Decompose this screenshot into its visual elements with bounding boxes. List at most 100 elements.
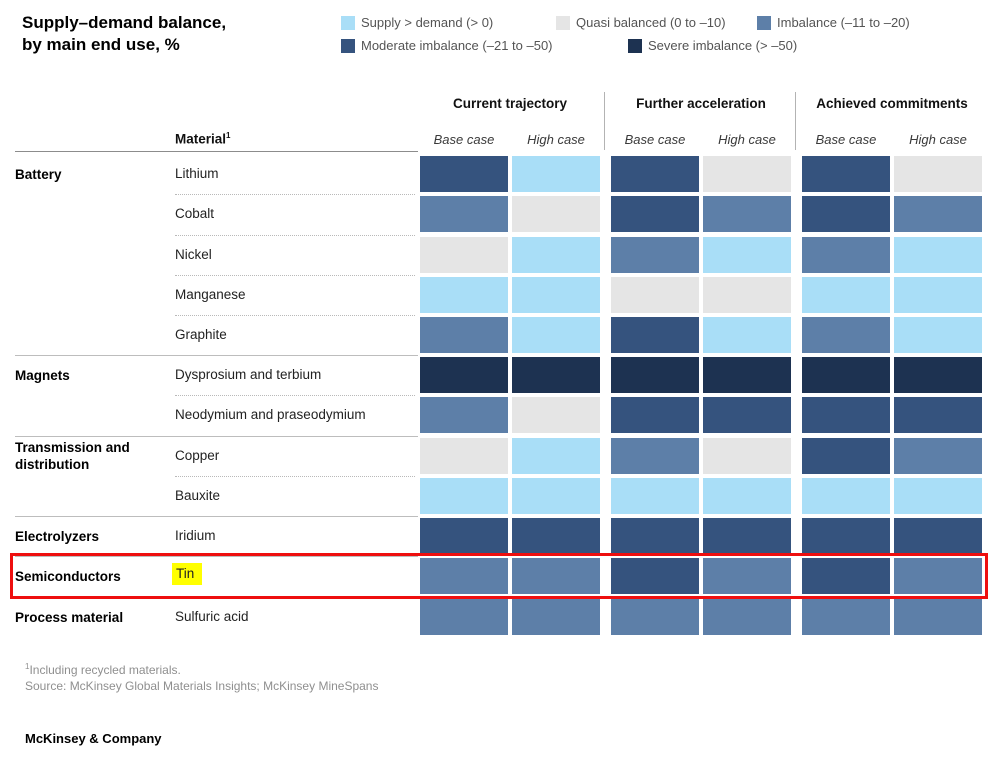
heatmap-cell-neodymium-and-praseodymium-1 (512, 397, 600, 433)
legend-label-supply: Supply > demand (> 0) (361, 15, 494, 30)
group-label: Transmission and distribution (15, 440, 130, 472)
heatmap-cell-neodymium-and-praseodymium-2 (611, 397, 699, 433)
material-column-header: Material1 (175, 131, 230, 147)
legend-swatch-severe (628, 38, 642, 53)
mckinsey-logo-text: McKinsey & Company (25, 731, 162, 746)
column-group-header: Achieved commitments (816, 96, 968, 111)
heatmap-cell-iridium-2 (611, 518, 699, 554)
heatmap-cell-neodymium-and-praseodymium-3 (703, 397, 791, 433)
heatmap-cell-sulfuric-acid-4 (802, 599, 890, 635)
row-separator-dotted (175, 194, 415, 195)
heatmap-cell-graphite-1 (512, 317, 600, 353)
heatmap-cell-nickel-5 (894, 237, 982, 273)
heatmap-cell-iridium-4 (802, 518, 890, 554)
source-text: Source: McKinsey Global Materials Insigh… (25, 679, 379, 693)
column-subheader: Base case (624, 132, 686, 147)
heatmap-cell-lithium-4 (802, 156, 890, 192)
column-group-header: Further acceleration (636, 96, 766, 111)
heatmap-cell-graphite-3 (703, 317, 791, 353)
heatmap-cell-copper-0 (420, 438, 508, 474)
legend-label-moderate: Moderate imbalance (–21 to –50) (361, 38, 553, 53)
chart-title-line1: Supply–demand balance, (22, 13, 227, 32)
legend-label-quasi: Quasi balanced (0 to –10) (576, 15, 726, 30)
heatmap-cell-neodymium-and-praseodymium-4 (802, 397, 890, 433)
heatmap-cell-nickel-2 (611, 237, 699, 273)
heatmap-cell-cobalt-3 (703, 196, 791, 232)
heatmap-cell-nickel-4 (802, 237, 890, 273)
heatmap-cell-cobalt-1 (512, 196, 600, 232)
heatmap-cell-cobalt-2 (611, 196, 699, 232)
heatmap-cell-copper-1 (512, 438, 600, 474)
material-label: Graphite (175, 327, 227, 342)
footnote-marker: 1 (25, 662, 30, 671)
heatmap-cell-dysprosium-and-terbium-2 (611, 357, 699, 393)
heatmap-cell-lithium-5 (894, 156, 982, 192)
column-subheader: Base case (815, 132, 877, 147)
group-separator (15, 355, 418, 356)
heatmap-cell-cobalt-5 (894, 196, 982, 232)
group-label: Magnets (15, 368, 70, 383)
legend-swatch-quasi (556, 15, 570, 30)
heatmap-cell-tin-3 (703, 558, 791, 594)
material-label: Sulfuric acid (175, 609, 249, 624)
heatmap-cell-lithium-2 (611, 156, 699, 192)
heatmap-cell-tin-4 (802, 558, 890, 594)
group-label: Battery (15, 167, 62, 182)
heatmap-cell-dysprosium-and-terbium-5 (894, 357, 982, 393)
group-separator (15, 436, 418, 437)
legend-item-imbalance: Imbalance (–11 to –20) (757, 15, 910, 30)
material-label: Manganese (175, 287, 246, 302)
row-separator-dotted (175, 395, 415, 396)
heatmap-cell-sulfuric-acid-3 (703, 599, 791, 635)
footnote-source: Source: McKinsey Global Materials Insigh… (25, 679, 378, 693)
heatmap-cell-graphite-0 (420, 317, 508, 353)
legend-swatch-moderate (341, 38, 355, 53)
footnote-text: Including recycled materials. (29, 663, 181, 677)
heatmap-cell-sulfuric-acid-5 (894, 599, 982, 635)
material-label: Nickel (175, 247, 212, 262)
legend-item-moderate: Moderate imbalance (–21 to –50) (341, 38, 553, 53)
heatmap-cell-cobalt-0 (420, 196, 508, 232)
heatmap-cell-lithium-0 (420, 156, 508, 192)
heatmap-cell-bauxite-1 (512, 478, 600, 514)
group-separator (15, 556, 418, 557)
material-label: Cobalt (175, 206, 215, 221)
material-header-footnote-marker: 1 (226, 131, 231, 140)
heatmap-cell-iridium-1 (512, 518, 600, 554)
header-underline (15, 151, 418, 152)
material-label: Bauxite (175, 488, 221, 503)
heatmap-cell-graphite-5 (894, 317, 982, 353)
heatmap-cell-dysprosium-and-terbium-1 (512, 357, 600, 393)
material-header-text: Material (175, 131, 227, 147)
legend-label-severe: Severe imbalance (> –50) (648, 38, 798, 53)
row-separator-dotted (175, 235, 415, 236)
heatmap-cell-manganese-5 (894, 277, 982, 313)
heatmap-cell-manganese-1 (512, 277, 600, 313)
heatmap-cell-dysprosium-and-terbium-4 (802, 357, 890, 393)
group-separator (15, 516, 418, 517)
heatmap-cell-tin-0 (420, 558, 508, 594)
heatmap-cell-bauxite-3 (703, 478, 791, 514)
heatmap-cell-bauxite-5 (894, 478, 982, 514)
heatmap-cell-bauxite-4 (802, 478, 890, 514)
row-separator-dotted (175, 476, 415, 477)
footnote-recycled: 1Including recycled materials. (25, 662, 181, 677)
column-subheader: High case (527, 132, 585, 147)
legend-item-severe: Severe imbalance (> –50) (628, 38, 797, 53)
material-label: Dysprosium and terbium (175, 367, 322, 382)
heatmap-cell-iridium-3 (703, 518, 791, 554)
heatmap-cell-tin-5 (894, 558, 982, 594)
heatmap-cell-nickel-1 (512, 237, 600, 273)
legend-swatch-supply (341, 15, 355, 30)
header-divider (795, 92, 796, 150)
heatmap-cell-manganese-2 (611, 277, 699, 313)
legend-swatch-imbalance (757, 15, 771, 30)
material-label: Neodymium and praseodymium (175, 407, 366, 422)
heatmap-cell-bauxite-0 (420, 478, 508, 514)
heatmap-cell-copper-2 (611, 438, 699, 474)
chart-title-line2: by main end use, % (22, 35, 180, 54)
legend-item-quasi: Quasi balanced (0 to –10) (556, 15, 726, 30)
heatmap-cell-copper-5 (894, 438, 982, 474)
row-separator-dotted (175, 275, 415, 276)
heatmap-cell-nickel-3 (703, 237, 791, 273)
